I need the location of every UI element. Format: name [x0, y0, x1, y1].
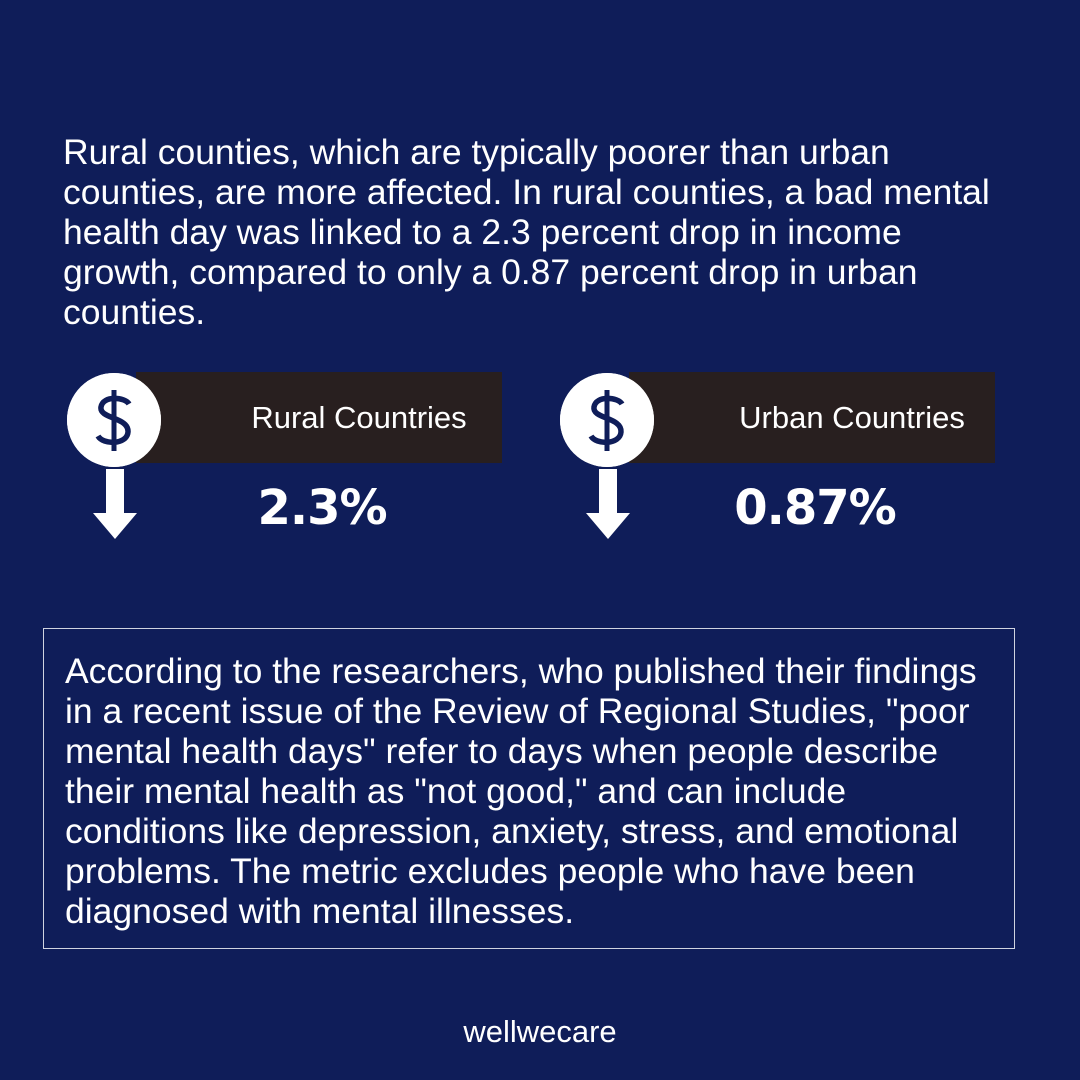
stat-label-bar: Rural Countries — [136, 372, 502, 463]
stat-label-bar: Urban Countries — [629, 372, 995, 463]
stat-value: 2.3% — [257, 480, 387, 536]
note-box: According to the researchers, who publis… — [43, 628, 1015, 949]
dollar-coin-icon — [67, 373, 161, 467]
note-paragraph: According to the researchers, who publis… — [65, 651, 977, 931]
down-arrow-icon — [93, 469, 137, 539]
stat-urban: Urban Countries 0.87% — [559, 372, 995, 542]
stat-label: Urban Countries — [739, 400, 965, 435]
brand-name: wellwecare — [463, 1014, 617, 1049]
dollar-coin-icon — [560, 373, 654, 467]
stat-label: Rural Countries — [251, 400, 467, 435]
stat-value: 0.87% — [734, 480, 897, 536]
intro-paragraph: Rural counties, which are typically poor… — [63, 132, 990, 332]
stat-rural: Rural Countries 2.3% — [66, 372, 502, 542]
down-arrow-icon — [586, 469, 630, 539]
